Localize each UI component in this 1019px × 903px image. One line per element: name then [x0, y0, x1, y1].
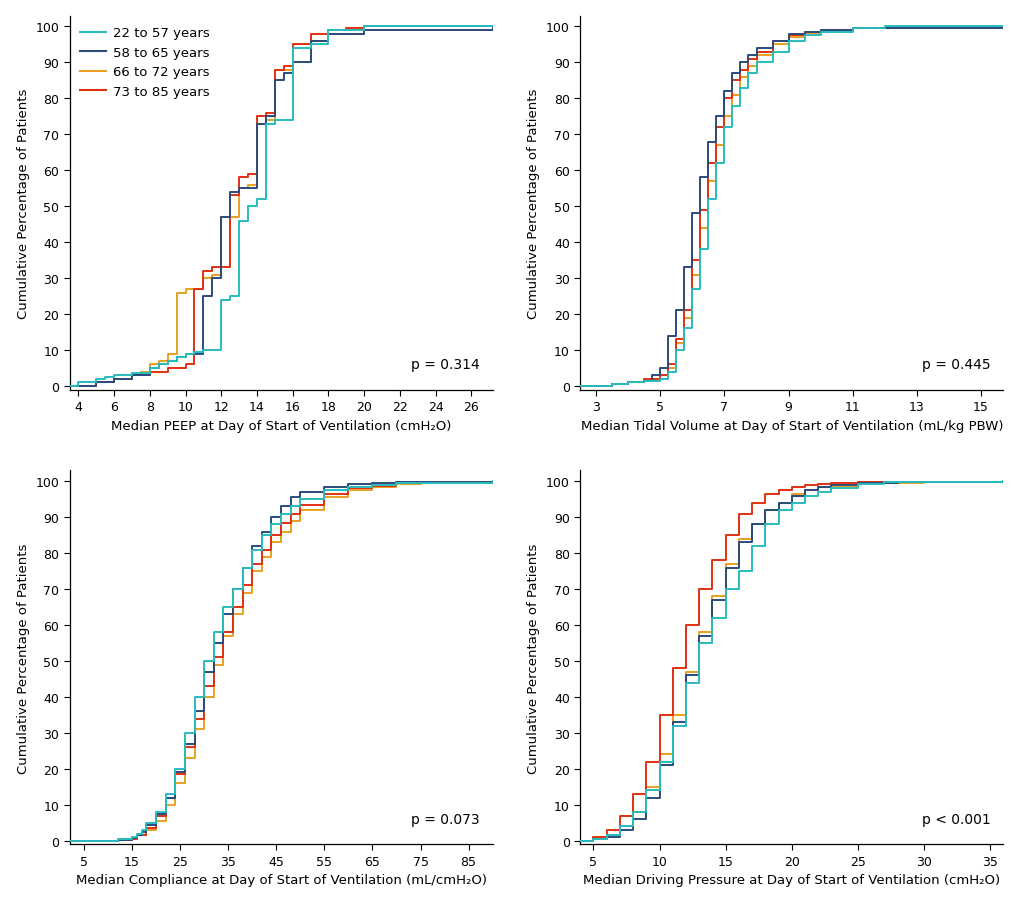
- Text: p < 0.001: p < 0.001: [921, 812, 989, 825]
- Text: p = 0.445: p = 0.445: [921, 358, 989, 371]
- Y-axis label: Cumulative Percentage of Patients: Cumulative Percentage of Patients: [16, 88, 30, 319]
- Y-axis label: Cumulative Percentage of Patients: Cumulative Percentage of Patients: [527, 543, 540, 773]
- X-axis label: Median Tidal Volume at Day of Start of Ventilation (mL/kg PBW): Median Tidal Volume at Day of Start of V…: [580, 419, 1002, 432]
- X-axis label: Median PEEP at Day of Start of Ventilation (cmH₂O): Median PEEP at Day of Start of Ventilati…: [111, 419, 450, 432]
- Text: p = 0.073: p = 0.073: [411, 812, 480, 825]
- X-axis label: Median Compliance at Day of Start of Ventilation (mL/cmH₂O): Median Compliance at Day of Start of Ven…: [75, 873, 486, 887]
- Text: p = 0.314: p = 0.314: [411, 358, 480, 371]
- X-axis label: Median Driving Pressure at Day of Start of Ventilation (cmH₂O): Median Driving Pressure at Day of Start …: [583, 873, 1000, 887]
- Y-axis label: Cumulative Percentage of Patients: Cumulative Percentage of Patients: [16, 543, 30, 773]
- Y-axis label: Cumulative Percentage of Patients: Cumulative Percentage of Patients: [527, 88, 540, 319]
- Legend: 22 to 57 years, 58 to 65 years, 66 to 72 years, 73 to 85 years: 22 to 57 years, 58 to 65 years, 66 to 72…: [76, 23, 214, 103]
